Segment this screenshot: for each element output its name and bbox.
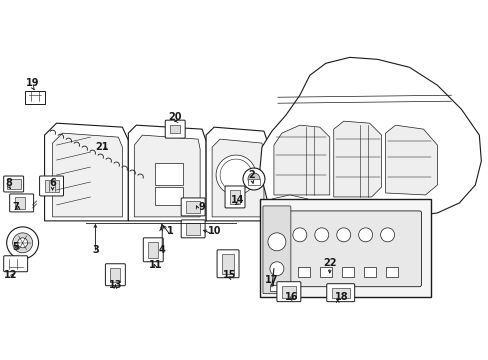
Text: 15: 15 bbox=[223, 270, 236, 280]
Bar bbox=[24, 91, 44, 104]
Text: 21: 21 bbox=[96, 142, 109, 152]
Circle shape bbox=[267, 233, 285, 251]
Text: 17: 17 bbox=[264, 275, 278, 285]
FancyBboxPatch shape bbox=[181, 198, 204, 216]
FancyBboxPatch shape bbox=[276, 282, 300, 302]
Text: 11: 11 bbox=[148, 260, 162, 270]
Polygon shape bbox=[212, 139, 264, 217]
Polygon shape bbox=[385, 125, 437, 195]
Bar bbox=[148, 242, 158, 258]
Bar bbox=[44, 180, 59, 192]
Circle shape bbox=[336, 228, 350, 242]
Bar bbox=[281, 286, 295, 298]
Bar bbox=[341, 267, 353, 277]
Circle shape bbox=[292, 228, 306, 242]
Circle shape bbox=[216, 155, 255, 195]
Polygon shape bbox=[52, 133, 122, 217]
FancyBboxPatch shape bbox=[10, 194, 34, 212]
Circle shape bbox=[270, 228, 285, 242]
Bar bbox=[229, 190, 240, 204]
Bar bbox=[297, 267, 309, 277]
FancyBboxPatch shape bbox=[165, 120, 185, 138]
FancyBboxPatch shape bbox=[217, 250, 239, 278]
Text: 2: 2 bbox=[248, 170, 255, 180]
Circle shape bbox=[314, 228, 328, 242]
FancyBboxPatch shape bbox=[143, 238, 163, 262]
FancyBboxPatch shape bbox=[4, 176, 23, 192]
Text: 5: 5 bbox=[12, 242, 19, 252]
Circle shape bbox=[358, 228, 372, 242]
Circle shape bbox=[243, 168, 264, 190]
Circle shape bbox=[380, 228, 394, 242]
Bar bbox=[222, 254, 234, 274]
Text: 10: 10 bbox=[208, 226, 222, 236]
FancyBboxPatch shape bbox=[181, 220, 204, 238]
Polygon shape bbox=[260, 57, 480, 219]
Text: 3: 3 bbox=[92, 245, 99, 255]
FancyBboxPatch shape bbox=[40, 176, 63, 196]
Text: 9: 9 bbox=[198, 202, 205, 212]
Polygon shape bbox=[44, 123, 128, 221]
Polygon shape bbox=[273, 125, 329, 195]
Bar bbox=[331, 288, 349, 298]
Text: 22: 22 bbox=[323, 258, 336, 268]
Bar bbox=[269, 285, 277, 291]
Bar bbox=[260, 199, 430, 297]
Text: 16: 16 bbox=[285, 292, 298, 302]
Bar bbox=[186, 223, 200, 235]
Polygon shape bbox=[333, 121, 381, 197]
Text: 14: 14 bbox=[231, 195, 244, 205]
Text: 7: 7 bbox=[12, 202, 19, 212]
Bar bbox=[15, 197, 24, 209]
Circle shape bbox=[247, 173, 260, 185]
Polygon shape bbox=[271, 195, 307, 215]
Bar bbox=[170, 125, 180, 133]
Bar bbox=[319, 267, 331, 277]
Text: 19: 19 bbox=[26, 78, 39, 88]
Text: 12: 12 bbox=[4, 270, 18, 280]
FancyBboxPatch shape bbox=[264, 211, 421, 287]
Text: 20: 20 bbox=[168, 112, 182, 122]
Text: 13: 13 bbox=[108, 280, 122, 290]
Bar bbox=[274, 267, 286, 277]
Bar bbox=[385, 267, 397, 277]
Polygon shape bbox=[128, 125, 205, 221]
Text: 18: 18 bbox=[334, 292, 348, 302]
Circle shape bbox=[7, 227, 39, 259]
Bar bbox=[155, 163, 183, 185]
Text: 6: 6 bbox=[49, 178, 56, 188]
FancyBboxPatch shape bbox=[326, 284, 354, 302]
FancyBboxPatch shape bbox=[105, 264, 125, 286]
Circle shape bbox=[13, 233, 33, 253]
Text: 4: 4 bbox=[159, 245, 165, 255]
Text: 1: 1 bbox=[166, 226, 173, 236]
Bar bbox=[363, 267, 375, 277]
FancyBboxPatch shape bbox=[224, 186, 244, 208]
Bar bbox=[155, 187, 183, 205]
Bar bbox=[247, 179, 260, 185]
Bar bbox=[110, 268, 120, 282]
Bar bbox=[186, 201, 200, 213]
Polygon shape bbox=[205, 127, 267, 221]
Circle shape bbox=[269, 262, 284, 276]
FancyBboxPatch shape bbox=[4, 256, 27, 272]
FancyBboxPatch shape bbox=[263, 206, 290, 294]
Text: 8: 8 bbox=[5, 178, 12, 188]
Bar bbox=[7, 179, 20, 189]
Polygon shape bbox=[134, 135, 200, 217]
Circle shape bbox=[18, 238, 27, 248]
